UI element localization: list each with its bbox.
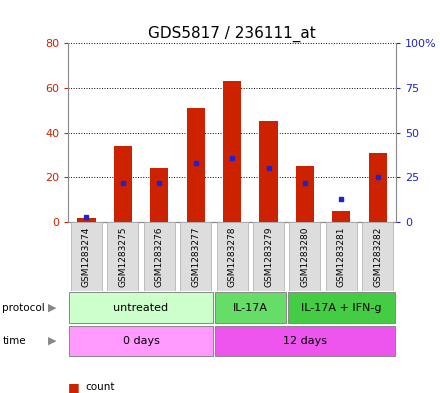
Text: untreated: untreated: [114, 303, 169, 312]
Text: GSM1283279: GSM1283279: [264, 226, 273, 286]
Text: protocol: protocol: [2, 303, 45, 312]
Text: ▶: ▶: [48, 303, 56, 312]
Bar: [332, 211, 351, 222]
FancyBboxPatch shape: [290, 222, 320, 291]
Bar: [369, 153, 387, 222]
Text: ▶: ▶: [48, 336, 56, 346]
FancyBboxPatch shape: [216, 222, 248, 291]
Text: 12 days: 12 days: [283, 336, 327, 346]
Bar: [223, 81, 241, 222]
FancyBboxPatch shape: [69, 326, 213, 356]
FancyBboxPatch shape: [326, 222, 357, 291]
Text: GSM1283280: GSM1283280: [301, 226, 309, 286]
FancyBboxPatch shape: [107, 222, 138, 291]
FancyBboxPatch shape: [180, 222, 211, 291]
Title: GDS5817 / 236111_at: GDS5817 / 236111_at: [148, 26, 316, 42]
Bar: [114, 146, 132, 222]
FancyBboxPatch shape: [253, 222, 284, 291]
FancyBboxPatch shape: [71, 222, 102, 291]
Text: GSM1283282: GSM1283282: [373, 226, 382, 286]
Text: ■: ■: [68, 380, 80, 393]
FancyBboxPatch shape: [288, 292, 395, 323]
Bar: [150, 168, 169, 222]
Text: GSM1283278: GSM1283278: [227, 226, 237, 286]
FancyBboxPatch shape: [215, 326, 395, 356]
FancyBboxPatch shape: [69, 292, 213, 323]
Text: GSM1283275: GSM1283275: [118, 226, 127, 286]
FancyBboxPatch shape: [144, 222, 175, 291]
Bar: [77, 218, 95, 222]
Text: GSM1283277: GSM1283277: [191, 226, 200, 286]
Bar: [296, 166, 314, 222]
Bar: [187, 108, 205, 222]
Text: count: count: [86, 382, 115, 392]
Text: GSM1283274: GSM1283274: [82, 226, 91, 286]
Text: time: time: [2, 336, 26, 346]
FancyBboxPatch shape: [215, 292, 286, 323]
Text: IL-17A + IFN-g: IL-17A + IFN-g: [301, 303, 381, 312]
FancyBboxPatch shape: [362, 222, 393, 291]
Text: GSM1283281: GSM1283281: [337, 226, 346, 286]
Text: 0 days: 0 days: [123, 336, 159, 346]
Bar: [260, 121, 278, 222]
Text: IL-17A: IL-17A: [233, 303, 268, 312]
Text: GSM1283276: GSM1283276: [155, 226, 164, 286]
